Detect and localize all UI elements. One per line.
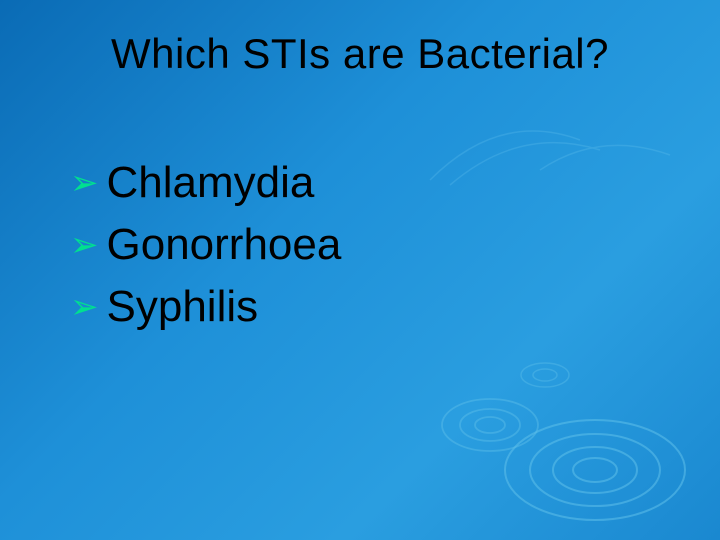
bullet-text: Chlamydia [107,158,315,208]
list-item: ➢ Gonorrhoea [70,220,660,270]
list-item: ➢ Syphilis [70,282,660,332]
bullet-text: Gonorrhoea [107,220,342,270]
bullet-marker-icon: ➢ [70,290,99,324]
bullet-list: ➢ Chlamydia ➢ Gonorrhoea ➢ Syphilis [60,158,660,332]
bullet-marker-icon: ➢ [70,228,99,262]
list-item: ➢ Chlamydia [70,158,660,208]
bullet-marker-icon: ➢ [70,166,99,200]
slide-title: Which STIs are Bacterial? [60,30,660,78]
decorative-ripples [430,330,690,530]
bullet-text: Syphilis [107,282,259,332]
slide-container: Which STIs are Bacterial? ➢ Chlamydia ➢ … [0,0,720,540]
